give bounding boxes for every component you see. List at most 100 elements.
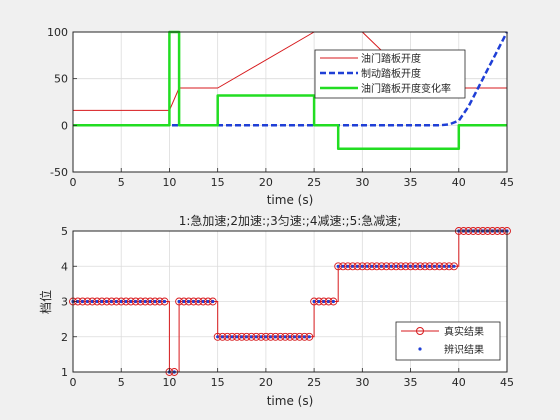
marker-identified <box>100 299 104 304</box>
legend-label-actual: 真实结果 <box>444 325 484 338</box>
marker-identified <box>447 264 451 268</box>
marker-identified <box>216 335 220 339</box>
top-x-tick-label: 10 <box>162 176 176 189</box>
marker-identified <box>327 299 331 304</box>
top-x-tick-label: 30 <box>355 176 369 189</box>
marker-identified <box>331 299 335 304</box>
bottom-x-tick-label: 5 <box>118 376 125 389</box>
marker-identified <box>302 335 307 339</box>
bottom-x-tick-label: 10 <box>162 376 176 389</box>
marker-identified <box>437 264 442 268</box>
bottom-x-tick-label: 45 <box>500 376 514 389</box>
marker-identified <box>158 299 162 304</box>
marker-identified <box>365 264 369 268</box>
marker-identified <box>163 299 167 304</box>
marker-identified <box>264 335 268 339</box>
marker-identified <box>418 264 422 268</box>
top-x-tick-label: 15 <box>211 176 225 189</box>
marker-identified <box>124 299 128 304</box>
marker-identified <box>351 264 355 268</box>
top-x-tick-label: 0 <box>70 176 77 189</box>
bottom-y-tick-label: 4 <box>61 260 68 273</box>
marker-actual <box>450 262 458 271</box>
marker-identified <box>105 299 109 304</box>
marker-identified <box>278 335 282 339</box>
bottom-x-tick-label: 35 <box>404 376 418 389</box>
marker-identified <box>360 264 364 268</box>
legend-bottom: 真实结果 辨识结果 <box>395 321 501 361</box>
marker-identified <box>134 299 138 304</box>
marker-identified <box>307 335 311 339</box>
marker-identified <box>90 299 94 304</box>
marker-identified <box>433 264 437 268</box>
marker-identified <box>129 299 133 304</box>
axes-box-top <box>72 31 508 173</box>
marker-identified <box>389 264 393 268</box>
marker-identified <box>317 299 321 304</box>
marker-identified <box>259 335 263 339</box>
top-x-tick-label: 35 <box>404 176 418 189</box>
marker-identified <box>187 299 191 304</box>
marker-identified <box>399 264 403 268</box>
x-axis-label-top: time (s) <box>267 193 314 207</box>
chart-title-bottom: 1:急加速;2加速:;3匀速:;4减速:;5:急减速; <box>179 213 402 228</box>
marker-identified <box>442 264 446 268</box>
marker-identified <box>409 264 413 268</box>
marker-identified <box>370 264 374 268</box>
top-x-tick-label: 40 <box>452 176 466 189</box>
marker-actual <box>305 332 314 341</box>
top-x-tick-label: 45 <box>500 176 514 189</box>
chart-driving-class: 1:急加速;2加速:;3匀速:;4减速:;5:急减速; 0 5 10 15 20 25 30… <box>38 213 514 408</box>
marker-identified <box>428 264 432 268</box>
bottom-y-tick-label: 1 <box>61 366 68 379</box>
marker-identified <box>249 335 253 339</box>
top-y-tick-label: 0 <box>61 119 68 132</box>
bottom-y-tick-label: 2 <box>61 331 68 344</box>
marker-identified <box>85 299 90 304</box>
marker-identified <box>138 299 143 304</box>
marker-identified <box>201 299 205 304</box>
marker-identified <box>119 299 123 304</box>
legend-box-bottom <box>395 321 501 361</box>
marker-identified <box>196 299 200 304</box>
marker-identified <box>114 299 118 304</box>
marker-identified <box>206 299 210 304</box>
bottom-x-tick-label: 20 <box>259 376 273 389</box>
bottom-x-tick-label: 40 <box>452 376 466 389</box>
legend-label-identified: 辨识结果 <box>444 343 484 356</box>
marker-identified <box>269 335 273 339</box>
series-line-brake <box>73 31 509 127</box>
marker-identified <box>273 335 278 339</box>
marker-identified <box>254 335 258 339</box>
marker-identified <box>452 264 456 268</box>
x-axis-label-bottom: time (s) <box>267 394 314 408</box>
marker-identified <box>375 264 379 268</box>
legend-label-brake: 制动踏板开度 <box>361 67 421 80</box>
marker-identified <box>288 335 292 339</box>
marker-identified <box>413 264 417 268</box>
marker-identified <box>336 264 340 268</box>
bottom-x-tick-label: 0 <box>70 376 77 389</box>
marker-identified <box>293 335 297 339</box>
legend-swatch-identified <box>418 347 422 351</box>
marker-actual <box>160 297 169 306</box>
top-x-tick-label: 5 <box>118 176 125 189</box>
marker-identified <box>76 299 80 304</box>
legend-label-throttle: 油门踏板开度 <box>361 52 421 65</box>
marker-identified <box>192 299 196 304</box>
legend-swatch-actual-marker <box>416 327 424 335</box>
marker-identified <box>143 299 147 304</box>
bottom-y-tick-label: 3 <box>61 296 68 309</box>
marker-identified <box>346 264 350 268</box>
marker-identified <box>380 264 384 268</box>
marker-actual <box>329 297 338 306</box>
marker-identified <box>225 335 229 339</box>
top-x-tick-label: 20 <box>259 176 273 189</box>
marker-identified <box>283 335 287 339</box>
marker-identified <box>355 264 360 268</box>
marker-identified <box>404 264 408 268</box>
